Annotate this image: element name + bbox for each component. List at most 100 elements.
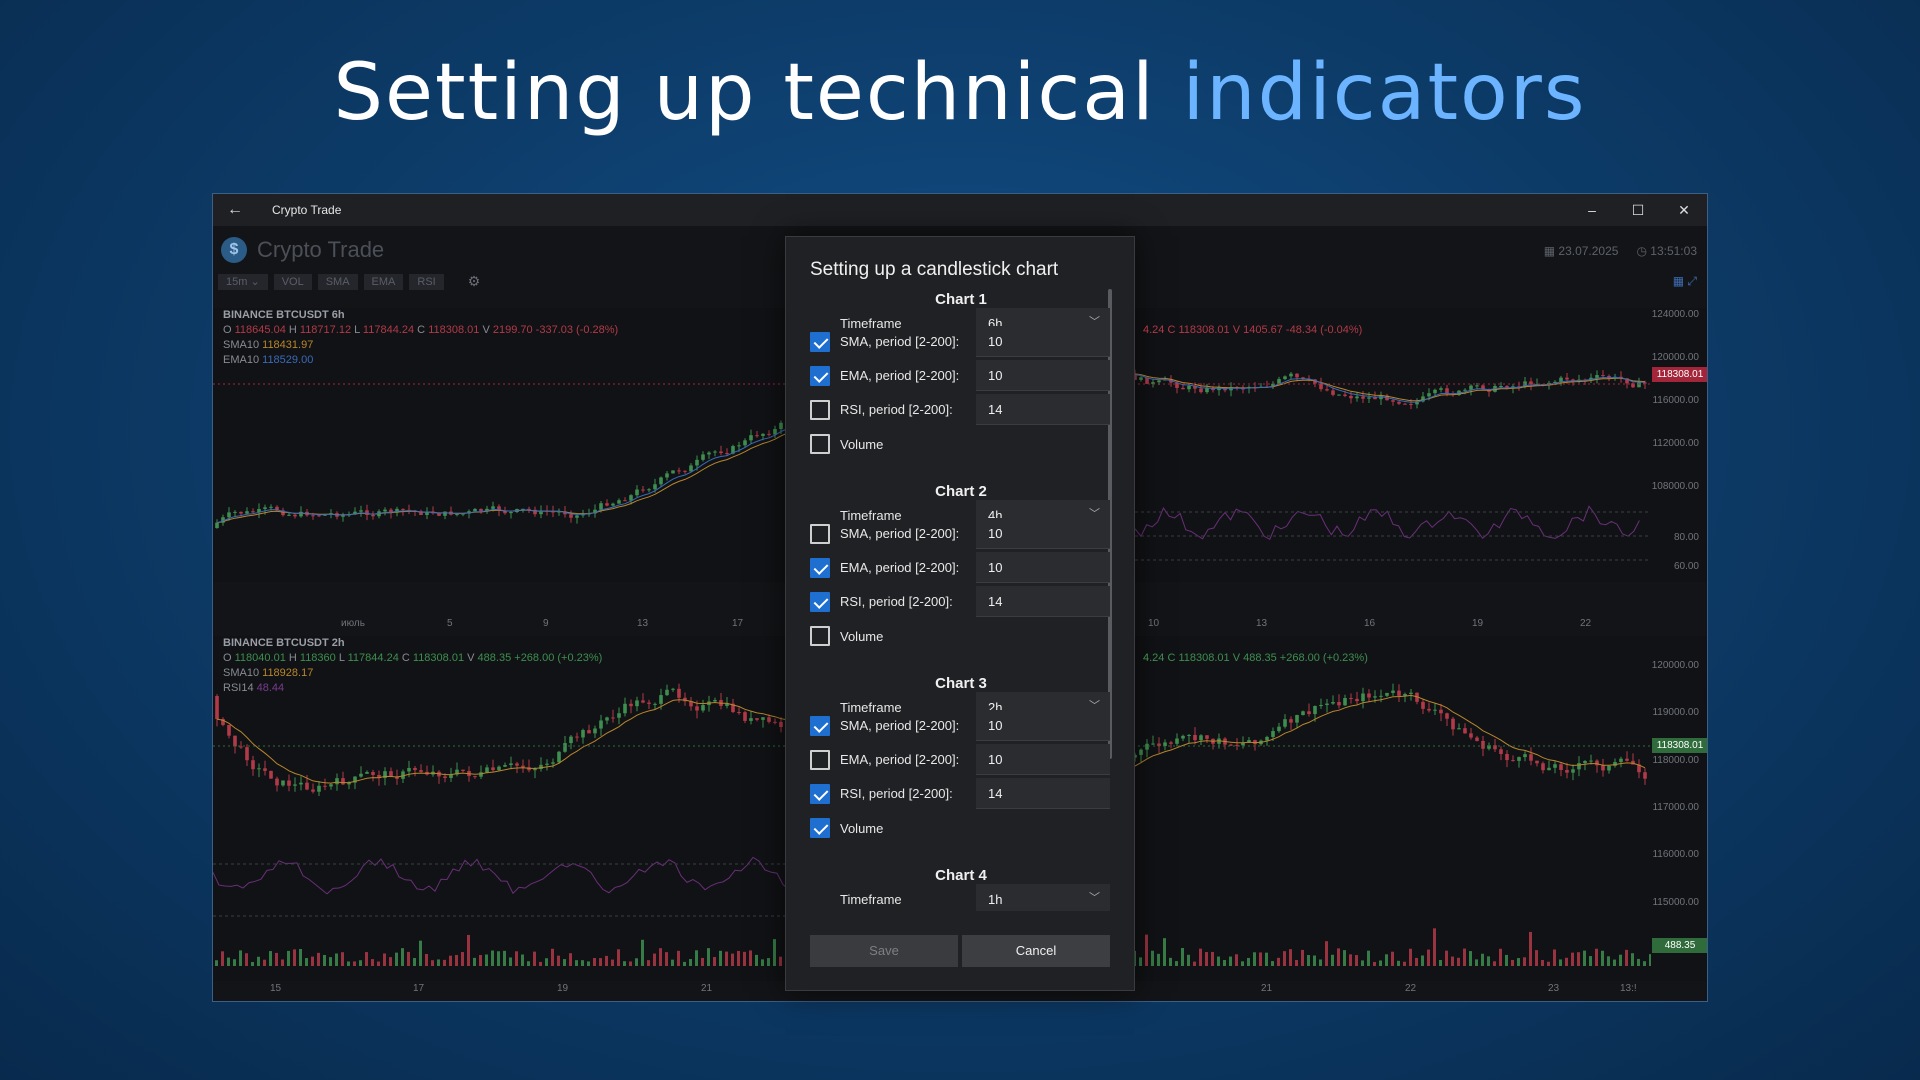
volume-bar	[755, 954, 758, 966]
save-button[interactable]: Save	[810, 935, 958, 967]
chart3-sma-checkbox[interactable]	[810, 716, 830, 736]
volume-bar	[431, 960, 434, 966]
chart1-sma-checkbox[interactable]	[810, 332, 830, 352]
candle-body	[653, 484, 657, 490]
volume-label: Volume	[840, 629, 884, 644]
maximize-button[interactable]: ☐	[1631, 201, 1645, 218]
candle-body	[605, 503, 609, 506]
dialog-scrollbar[interactable]	[1108, 289, 1112, 759]
chart3-volume-checkbox[interactable]	[810, 818, 830, 838]
volume-bar	[713, 957, 716, 966]
candle-body	[1505, 386, 1509, 389]
candle-body	[1565, 769, 1569, 773]
volume-bar	[1523, 957, 1526, 966]
chart3-ema-input[interactable]: 10	[976, 744, 1110, 775]
candle-body	[1559, 764, 1563, 770]
back-button[interactable]: ←	[213, 194, 257, 226]
candle-body	[1481, 385, 1485, 390]
gear-icon[interactable]: ⚙	[467, 273, 481, 289]
chart2-volume-checkbox[interactable]	[810, 626, 830, 646]
candle-body	[1577, 763, 1581, 770]
candle-body	[605, 717, 609, 721]
candle-body	[1151, 382, 1155, 384]
chart1-volume-checkbox[interactable]	[810, 434, 830, 454]
time-tick: 17	[413, 983, 425, 994]
rsi-button[interactable]: RSI	[409, 273, 444, 290]
v-label: V	[467, 652, 475, 664]
candle-body	[647, 489, 651, 491]
dialog-scroll-area[interactable]: Chart 1 Timeframe 6h ﹀ SMA, period [2-200…	[786, 289, 1136, 911]
candle-body	[653, 703, 657, 705]
volume-bar	[1607, 956, 1610, 966]
candle-body	[1439, 388, 1443, 390]
candle-body	[737, 445, 741, 447]
candle-body	[551, 511, 555, 513]
chart1-rsi-checkbox[interactable]	[810, 400, 830, 420]
candle-body	[269, 770, 273, 779]
interval-select[interactable]: 15m ⌄	[218, 273, 268, 290]
volume-bar	[281, 959, 284, 966]
candle-body	[1397, 690, 1401, 696]
candle-body	[1409, 692, 1413, 694]
candle-body	[1361, 396, 1365, 399]
chart3-rsi-checkbox[interactable]	[810, 784, 830, 804]
change-value: -337.03 (-0.28%)	[535, 324, 619, 336]
candle-body	[1607, 375, 1611, 379]
candle-body	[1199, 388, 1203, 393]
candle-body	[713, 699, 717, 702]
volume-bar	[305, 958, 308, 966]
chart4-timeframe-select[interactable]: 1h ﹀	[976, 884, 1110, 911]
candle-body	[689, 465, 693, 472]
chart2-ema-input[interactable]: 10	[976, 552, 1110, 583]
sma-button[interactable]: SMA	[317, 273, 358, 290]
candle-body	[239, 746, 243, 748]
candle-body	[1313, 706, 1317, 715]
candle-body	[509, 763, 513, 766]
candle-body	[533, 509, 537, 515]
candle-body	[629, 703, 633, 707]
cancel-button[interactable]: Cancel	[962, 935, 1110, 967]
volume-bar	[611, 959, 614, 966]
volume-label: Volume	[840, 821, 884, 836]
candle-body	[461, 769, 465, 771]
candle-body	[1541, 763, 1545, 771]
volume-bar	[1385, 954, 1388, 966]
chart2-sma-input[interactable]: 10	[976, 518, 1110, 549]
vol-button[interactable]: VOL	[273, 273, 312, 290]
rsi-label: RSI14	[223, 682, 254, 694]
volume-bar	[1187, 954, 1190, 966]
chart2-sma-checkbox[interactable]	[810, 524, 830, 544]
chart1-rsi-input[interactable]: 14	[976, 394, 1110, 425]
volume-bar	[1457, 957, 1460, 966]
chart2-ema-checkbox[interactable]	[810, 558, 830, 578]
chart2-rsi-input[interactable]: 14	[976, 586, 1110, 617]
chart1-ema-input[interactable]: 10	[976, 360, 1110, 391]
candle-body	[749, 718, 753, 721]
o-label: O	[223, 324, 232, 336]
layout-grid-icon[interactable]: ▦ ⤢	[1672, 274, 1697, 288]
chart3-rsi-input[interactable]: 14	[976, 778, 1110, 809]
minimize-button[interactable]: –	[1588, 202, 1596, 218]
chart1-ema-checkbox[interactable]	[810, 366, 830, 386]
date-time: ▦ 23.07.2025 ◷ 13:51:03	[1544, 244, 1697, 258]
v-label: V	[482, 324, 490, 336]
volume-bar	[1445, 950, 1448, 966]
price-tick: 116000.00	[1652, 849, 1699, 860]
chart1-sma-input[interactable]: 10	[976, 326, 1110, 357]
chart2-rsi-checkbox[interactable]	[810, 592, 830, 612]
close-button[interactable]: ✕	[1678, 201, 1690, 218]
chart3-sma-input[interactable]: 10	[976, 710, 1110, 741]
candle-body	[1505, 754, 1509, 761]
chart3-ema-checkbox[interactable]	[810, 750, 830, 770]
candle-body	[1445, 388, 1449, 394]
candle-body	[1367, 693, 1371, 698]
volume-bar	[671, 959, 674, 966]
candle-body	[1331, 701, 1335, 704]
ema-button[interactable]: EMA	[363, 273, 404, 290]
volume-bar	[503, 950, 506, 966]
candle-body	[515, 763, 519, 766]
time-tick: 16	[1364, 618, 1376, 629]
candle-body	[713, 451, 717, 453]
candle-body	[497, 766, 501, 771]
rsi-line	[213, 856, 808, 895]
